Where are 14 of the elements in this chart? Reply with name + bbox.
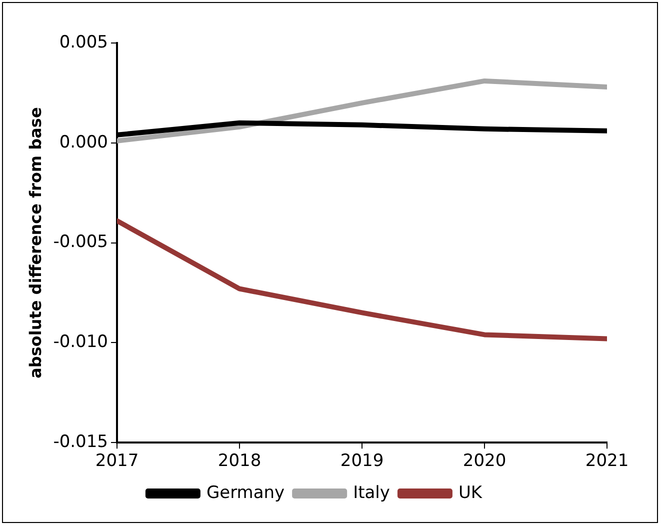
x-tick-label: 2021 — [585, 451, 629, 472]
y-tick-label: -0.010 — [53, 332, 108, 352]
x-tick-label: 2018 — [218, 451, 262, 472]
x-tick-label: 2020 — [462, 451, 506, 472]
y-axis-title: absolute difference from base — [26, 107, 45, 378]
y-tick-label: -0.005 — [53, 232, 108, 252]
legend-label: UK — [458, 482, 483, 503]
legend-label: Italy — [353, 482, 390, 503]
y-tick-label: 0.005 — [59, 32, 108, 52]
x-tick-label: 2017 — [95, 451, 139, 472]
legend-label: Germany — [206, 482, 285, 503]
y-tick-label: -0.015 — [53, 432, 108, 452]
x-tick-label: 2019 — [340, 451, 384, 472]
y-tick-label: 0.000 — [59, 132, 108, 152]
